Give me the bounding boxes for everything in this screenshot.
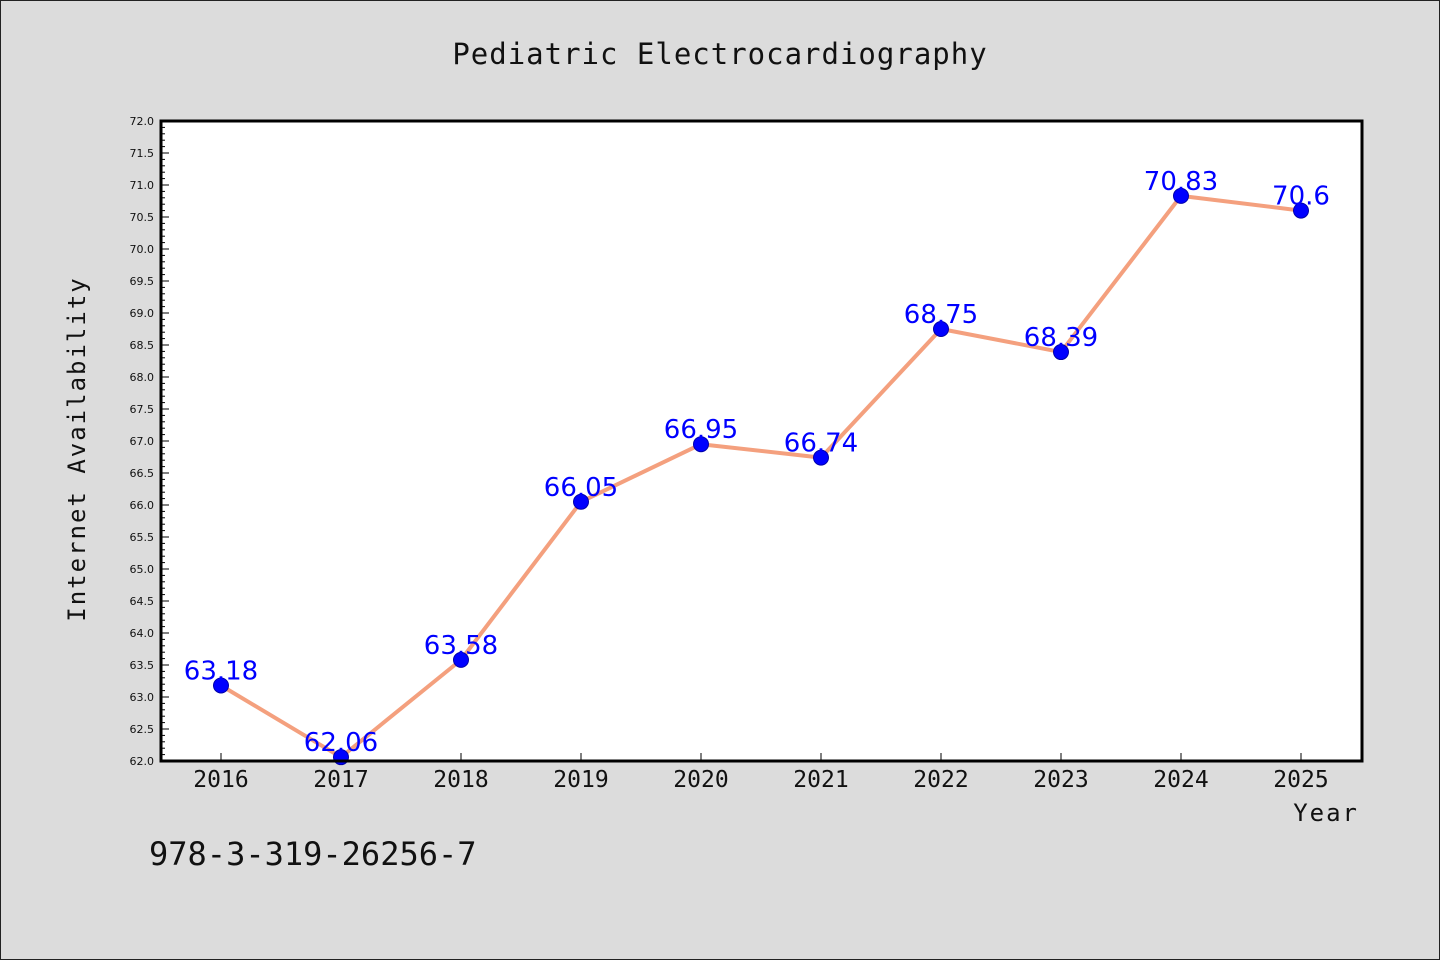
y-tick-label: 62.0: [130, 755, 155, 768]
x-tick-label: 2020: [673, 767, 728, 793]
y-axis-label: Internet Availability: [63, 276, 91, 621]
y-tick-label: 70.0: [130, 243, 155, 256]
data-point: [1173, 187, 1189, 204]
y-tick-label: 68.5: [130, 339, 155, 352]
y-tick-label: 70.5: [130, 211, 155, 224]
y-tick-label: 68.0: [130, 371, 155, 384]
y-tick-label: 66.5: [130, 467, 155, 480]
data-label: 63.58: [424, 631, 498, 661]
y-tick-label: 67.0: [130, 435, 155, 448]
chart-title: Pediatric Electrocardiography: [452, 37, 987, 71]
data-point: [453, 651, 469, 668]
series-line: [219, 193, 1303, 760]
data-label: 68.75: [904, 300, 978, 330]
y-tick-label: 62.5: [130, 723, 155, 736]
x-tick-label: 2021: [793, 767, 848, 793]
x-axis: 2016 2017 2018 2019 2020 2021 2022 2023 2024 2025: [193, 753, 1329, 793]
x-tick-label: 2019: [553, 767, 608, 793]
data-point: [213, 677, 229, 694]
y-tick-label: 64.0: [130, 627, 155, 640]
y-tick-label: 63.5: [130, 659, 155, 672]
data-point: [813, 449, 829, 466]
y-tick-label: 63.0: [130, 691, 155, 704]
footer-isbn: 978-3-319-26256-7: [149, 835, 477, 873]
y-tick-label: 65.0: [130, 563, 155, 576]
plot-area: [161, 121, 1362, 761]
data-label: 62.06: [304, 728, 378, 758]
y-tick-label: 71.0: [130, 179, 155, 192]
data-label: 66.95: [664, 415, 738, 445]
x-tick-label: 2024: [1153, 767, 1208, 793]
x-tick-label: 2025: [1273, 767, 1328, 793]
data-label: 66.74: [784, 429, 858, 459]
y-tick-label: 72.0: [130, 115, 155, 128]
data-point: [693, 436, 709, 453]
data-point: [1293, 202, 1309, 219]
series-layer: [213, 187, 1309, 766]
y-tick-label: 69.5: [130, 275, 155, 288]
data-point: [933, 321, 949, 337]
data-labels-layer: 63.18 62.06 63.58 66.05 66.95 66.74 68.75 68.39…: [184, 167, 1330, 758]
data-label: 70.6: [1272, 182, 1330, 212]
data-label: 63.18: [184, 656, 258, 686]
y-tick-label: 71.5: [130, 147, 155, 160]
y-tick-label: 66.0: [130, 499, 155, 512]
x-tick-label: 2017: [313, 767, 368, 793]
x-axis-label: Year: [1293, 799, 1359, 827]
data-point: [573, 493, 589, 510]
y-tick-label: 64.5: [130, 595, 155, 608]
y-tick-label: 65.5: [130, 531, 155, 544]
y-tick-label: 69.0: [130, 307, 155, 320]
data-label: 68.39: [1024, 323, 1098, 353]
x-tick-label: 2016: [193, 767, 248, 793]
plot-border: [159, 119, 1364, 763]
x-tick-label: 2022: [913, 767, 968, 793]
data-label: 70.83: [1144, 167, 1218, 197]
data-point: [1053, 344, 1069, 361]
x-tick-label: 2023: [1033, 767, 1088, 793]
y-tick-label: 67.5: [130, 403, 155, 416]
x-tick-label: 2018: [433, 767, 488, 793]
data-label: 66.05: [544, 473, 618, 503]
